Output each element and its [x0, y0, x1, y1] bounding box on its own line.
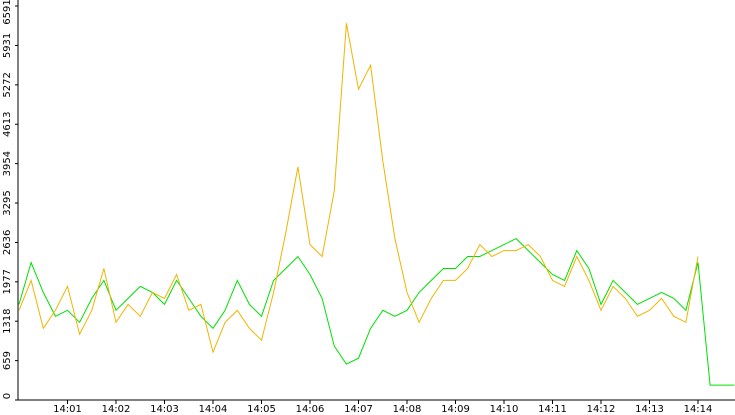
y-tick-label: 3295 [2, 190, 13, 215]
x-tick-label: 14:08 [393, 404, 422, 415]
x-tick-label: 14:04 [199, 404, 228, 415]
x-tick-label: 14:10 [490, 404, 519, 415]
x-tick-label: 14:02 [102, 404, 131, 415]
x-tick-label: 14:01 [53, 404, 82, 415]
x-tick-label: 14:14 [684, 404, 713, 415]
x-tick-label: 14:03 [150, 404, 179, 415]
series-line [18, 23, 699, 354]
y-tick-label: 5931 [2, 33, 13, 58]
y-tick-label: 3954 [2, 151, 13, 176]
x-tick-label: 14:09 [441, 404, 470, 415]
y-tick-label: 1318 [2, 308, 13, 333]
series-line [18, 237, 735, 386]
y-tick-label: 0 [2, 393, 13, 399]
x-tick-label: 14:11 [538, 404, 567, 415]
x-tick-label: 14:13 [635, 404, 664, 415]
y-tick-label: 5272 [2, 72, 13, 97]
x-tick-label: 14:12 [587, 404, 616, 415]
y-tick-label: 6591 [2, 0, 13, 25]
y-tick-label: 2636 [2, 230, 13, 255]
x-tick-label: 14:07 [344, 404, 373, 415]
y-tick-label: 1977 [2, 269, 13, 294]
x-tick-label: 14:06 [296, 404, 325, 415]
x-tick-label: 14:05 [247, 404, 276, 415]
y-tick-label: 4613 [2, 112, 13, 137]
y-tick-label: 659 [2, 351, 13, 370]
